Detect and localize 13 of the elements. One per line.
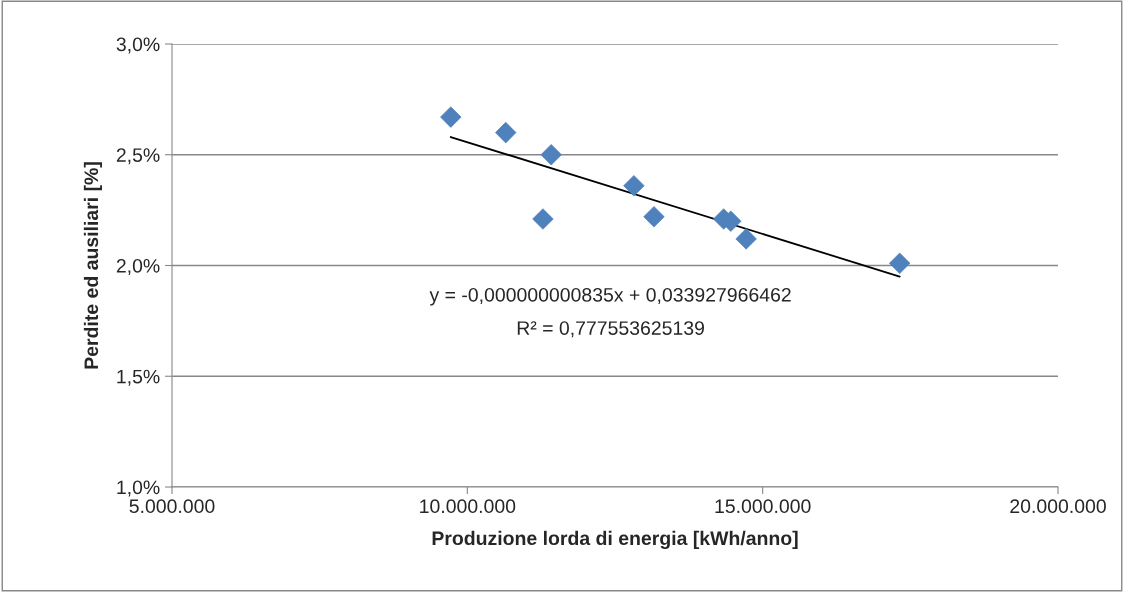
- annotation: y = -0,000000000835x + 0,033927966462: [429, 287, 791, 306]
- y-axis-title: Perdite ed ausiliari [%]: [83, 162, 102, 369]
- y-tick-label: 2,5%: [116, 148, 160, 165]
- x-tick-label: 15.000.000: [715, 499, 811, 514]
- y-tick-label: 3,0%: [116, 37, 160, 54]
- x-tick-label: 20.000.000: [1010, 499, 1106, 514]
- y-tick-label: 1,0%: [117, 480, 160, 497]
- x-tick-label: 5.000.000: [129, 499, 215, 514]
- annotation: R² = 0,777553625139: [517, 321, 704, 338]
- x-tick-label: 10.000.000: [420, 499, 516, 514]
- y-tick-label: 1,5%: [117, 369, 160, 386]
- y-tick-label: 2,0%: [116, 258, 160, 276]
- x-axis-title: Produzione lorda di energia [kWh/anno]: [432, 530, 798, 550]
